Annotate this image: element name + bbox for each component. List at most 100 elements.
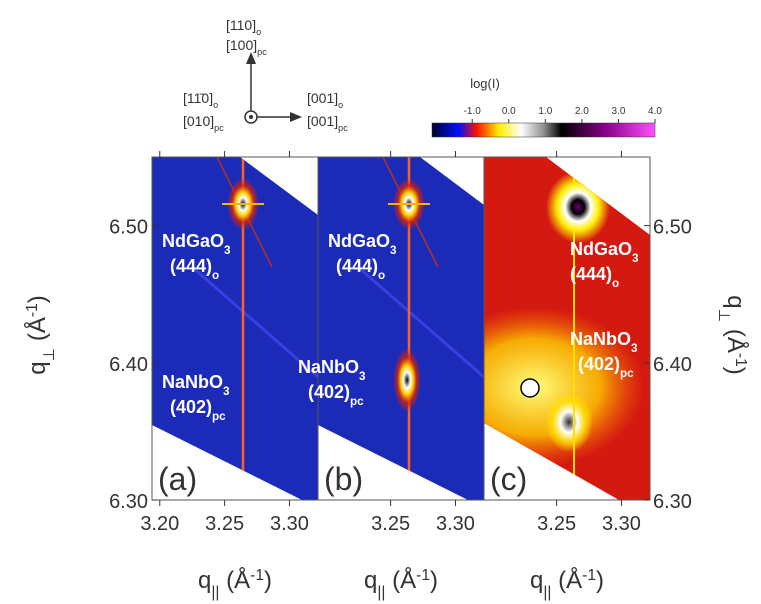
colorbar-title: log(I) [470, 76, 500, 91]
text-part: o [378, 269, 385, 282]
intensity-map [318, 157, 484, 500]
x-tick-label: 3.30 [436, 513, 475, 535]
film-peak [545, 392, 593, 452]
orientation-label: [010]pc [183, 113, 224, 133]
text-part: o [212, 269, 219, 282]
streak [357, 265, 484, 379]
text-part: NaNbO [162, 372, 223, 392]
text-part: ) [722, 367, 749, 375]
text-part: ) [24, 295, 51, 303]
text-part: ) [430, 567, 438, 594]
peak-label: NaNbO3 [162, 372, 230, 398]
text-part: 3 [224, 244, 231, 257]
peak-label: NdGaO3 [162, 231, 231, 257]
x-tick-label: 3.25 [371, 513, 410, 535]
streak [191, 265, 318, 379]
text-part: (444) [570, 264, 612, 284]
y-tick-label: 6.40 [653, 354, 692, 376]
text-part: pc [212, 410, 226, 423]
text-part: q [198, 567, 211, 594]
heatmap-panel [317, 156, 485, 501]
x-tick-label: 3.20 [140, 513, 179, 535]
text-part: q [722, 295, 749, 308]
text-part: NaNbO [570, 329, 631, 349]
text-part: ⊥ [716, 309, 733, 323]
x-axis-label: q|| (Å-1) [530, 566, 604, 601]
peak-label: NaNbO3 [298, 357, 366, 383]
x-axis-label: q|| (Å-1) [198, 566, 272, 601]
orientation-label: [100]pc [226, 37, 267, 57]
text-part: (402) [170, 397, 212, 417]
text-part: o [213, 100, 218, 110]
text-part: pc [257, 47, 267, 57]
text-part: (444) [170, 256, 212, 276]
peak-label: (444)o [336, 256, 385, 282]
y-axis-label: q⊥ (Å-1) [716, 295, 751, 375]
colorbar-tick-label: 0.0 [502, 106, 516, 117]
peak-label: (444)o [570, 264, 619, 290]
text-part: q [24, 361, 51, 374]
text-part: || [377, 584, 385, 601]
text-part: ) [596, 567, 604, 594]
y-tick-label: 6.30 [653, 491, 692, 513]
substrate-peak [546, 171, 610, 243]
x-tick-label: 3.25 [537, 513, 576, 535]
intensity-map [152, 157, 318, 500]
text-part: 3 [359, 370, 366, 383]
text-part: || [543, 584, 551, 601]
text-part: (402) [308, 382, 350, 402]
orientation-axes [244, 52, 302, 124]
panel-frame [483, 156, 651, 501]
text-part: (402) [578, 354, 620, 374]
text-part: 3 [631, 342, 638, 355]
peak-label: NdGaO3 [570, 239, 639, 265]
text-part: pc [350, 395, 364, 408]
x-tick-label: 3.25 [205, 513, 244, 535]
text-part: NdGaO [328, 231, 390, 251]
text-part: NdGaO [162, 231, 224, 251]
orientation-label: [001]o [307, 90, 343, 110]
peak-label: (402)pc [170, 397, 226, 423]
text-part: NdGaO [570, 239, 632, 259]
text-part: pc [338, 123, 348, 133]
colorbar-tick-label: -1.0 [464, 106, 482, 117]
text-part: o [256, 27, 261, 37]
y-tick-label: 6.50 [653, 217, 692, 239]
text-part: (Å [722, 322, 750, 353]
text-part: (Å [23, 317, 51, 348]
peak-label: NdGaO3 [328, 231, 397, 257]
text-part: o [612, 277, 619, 290]
panel-label: (a) [158, 461, 197, 497]
text-part: pc [620, 367, 634, 380]
x-tick-label: 3.30 [270, 513, 309, 535]
text-part: [001] [307, 90, 338, 106]
x-axis-label: q|| (Å-1) [364, 566, 438, 601]
out-of-plane-dot [249, 115, 253, 119]
text-part: [11̄0] [183, 90, 213, 106]
text-part: (Å [385, 566, 416, 594]
marker [520, 378, 540, 398]
heatmap-panel [151, 156, 319, 501]
arrow-head [246, 52, 256, 64]
film-peak [393, 348, 421, 412]
panel-label: (b) [324, 461, 363, 497]
y-tick-label: 6.30 [109, 491, 148, 513]
text-part: q [530, 567, 543, 594]
text-part: pc [214, 123, 224, 133]
y-tick-label: 6.50 [109, 217, 148, 239]
text-part: -1 [582, 567, 596, 584]
peak-label: (402)pc [308, 382, 364, 408]
text-part: (Å [219, 566, 250, 594]
text-part: [010] [183, 113, 214, 129]
text-part: || [211, 584, 219, 601]
text-part: (444) [336, 256, 378, 276]
colorbar-tick-label: 1.0 [538, 106, 552, 117]
colorbar-tick-label: 2.0 [575, 106, 589, 117]
orientation-label: [001]pc [307, 113, 348, 133]
text-part: (Å [551, 566, 582, 594]
peak-label: (444)o [170, 256, 219, 282]
orientation-label: [11̄0]o [183, 90, 218, 110]
text-part: 3 [390, 244, 397, 257]
text-part: -1 [250, 567, 264, 584]
